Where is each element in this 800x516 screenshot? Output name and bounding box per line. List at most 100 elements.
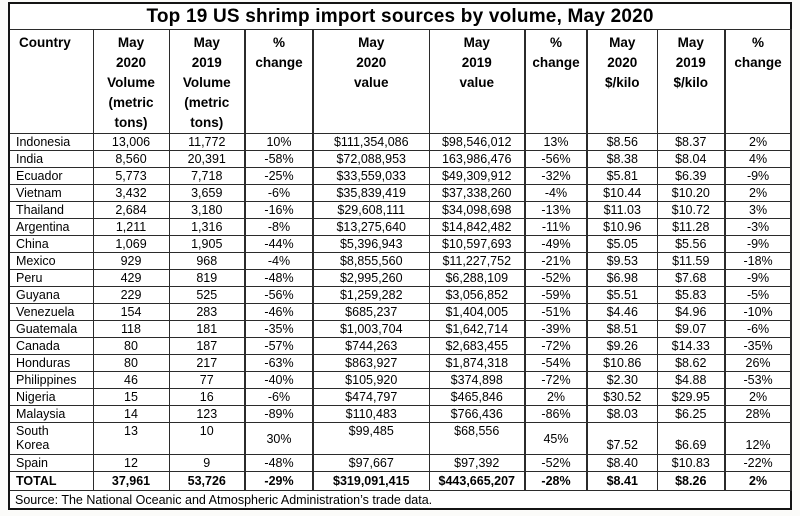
data-cell: 1,069 [92, 235, 170, 253]
data-cell: 13 [92, 422, 170, 455]
table-row: Philippines 46 77 -40% $105,920 $374,898 -72% $… [8, 371, 793, 389]
data-cell: 187 [168, 337, 246, 355]
data-cell: 283 [168, 303, 246, 321]
data-cell: $8.04 [656, 150, 726, 168]
column-header: % change [244, 29, 314, 134]
data-cell: -5% [723, 286, 793, 304]
data-cell: 229 [92, 286, 170, 304]
data-cell: 8,560 [92, 150, 170, 168]
data-cell: $8.26 [656, 471, 726, 491]
data-cell: $97,667 [312, 454, 430, 472]
country-cell: Thailand [8, 201, 94, 219]
data-cell: -29% [244, 471, 314, 491]
data-cell: $10,597,693 [428, 235, 526, 253]
data-cell: -52% [524, 454, 588, 472]
data-cell: 3,432 [92, 184, 170, 202]
column-header: Country [8, 29, 94, 134]
data-cell: 45% [524, 422, 588, 455]
data-cell: 10 [168, 422, 246, 455]
data-cell: $4.96 [656, 303, 726, 321]
data-cell: -11% [524, 218, 588, 236]
data-cell: -25% [244, 167, 314, 185]
data-cell: $3,056,852 [428, 286, 526, 304]
data-cell: $465,846 [428, 388, 526, 406]
data-cell: 80 [92, 354, 170, 372]
data-cell: -32% [524, 167, 588, 185]
data-cell: -9% [723, 269, 793, 287]
table-row: Spain 12 9 -48% $97,667 $97,392 -52% $8.40 $10.8… [8, 454, 793, 472]
data-cell: -59% [524, 286, 588, 304]
data-cell: -44% [244, 235, 314, 253]
data-cell: 80 [92, 337, 170, 355]
data-cell: -13% [524, 201, 588, 219]
data-cell: $11.59 [656, 252, 726, 270]
data-cell: $374,898 [428, 371, 526, 389]
data-cell: -9% [723, 167, 793, 185]
data-cell: 10% [244, 133, 314, 151]
data-cell: -48% [244, 454, 314, 472]
data-cell: $10.86 [586, 354, 658, 372]
data-cell: $5.81 [586, 167, 658, 185]
data-cell: -56% [244, 286, 314, 304]
data-cell: -89% [244, 405, 314, 423]
data-cell: $744,263 [312, 337, 430, 355]
table-row: China 1,069 1,905 -44% $5,396,943 $10,597,693… [8, 235, 793, 253]
total-row: TOTAL 37,961 53,726 -29% $319,091,415 $443,66… [8, 471, 793, 491]
data-cell: -46% [244, 303, 314, 321]
data-cell: $1,259,282 [312, 286, 430, 304]
data-cell: -56% [524, 150, 588, 168]
country-cell: Nigeria [8, 388, 94, 406]
data-cell: 77 [168, 371, 246, 389]
data-cell: -35% [244, 320, 314, 338]
data-cell: $4.88 [656, 371, 726, 389]
table-row: Canada 80 187 -57% $744,263 $2,683,455 -72% $9.… [8, 337, 793, 355]
data-cell: $2.30 [586, 371, 658, 389]
table-body: Indonesia 13,006 11,772 10% $111,354,086 $98,… [8, 133, 793, 491]
data-cell: 181 [168, 320, 246, 338]
data-cell: $33,559,033 [312, 167, 430, 185]
table-row: Guatemala 118 181 -35% $1,003,704 $1,642,714-… [8, 320, 793, 338]
data-cell: 2% [524, 388, 588, 406]
data-cell: -6% [244, 388, 314, 406]
data-cell: $4.46 [586, 303, 658, 321]
data-cell: 46 [92, 371, 170, 389]
data-cell: $2,683,455 [428, 337, 526, 355]
data-cell: $2,995,260 [312, 269, 430, 287]
data-cell: $49,309,912 [428, 167, 526, 185]
data-cell: 123 [168, 405, 246, 423]
data-cell: $8.38 [586, 150, 658, 168]
data-cell: $1,404,005 [428, 303, 526, 321]
column-header: % change [524, 29, 588, 134]
data-cell: $9.26 [586, 337, 658, 355]
data-cell: $8.37 [656, 133, 726, 151]
data-cell: $1,874,318 [428, 354, 526, 372]
data-cell: $319,091,415 [312, 471, 430, 491]
data-cell: $5.56 [656, 235, 726, 253]
data-cell: 16 [168, 388, 246, 406]
data-cell: $72,088,953 [312, 150, 430, 168]
data-cell: -49% [524, 235, 588, 253]
column-header: May 2019 $/kilo [656, 29, 726, 134]
shrimp-import-table-sheet: Top 19 US shrimp import sources by volum… [8, 2, 793, 510]
data-cell: 525 [168, 286, 246, 304]
data-cell: $10.72 [656, 201, 726, 219]
data-cell: $111,354,086 [312, 133, 430, 151]
data-cell: $5,396,943 [312, 235, 430, 253]
country-cell: Indonesia [8, 133, 94, 151]
data-cell: $6.39 [656, 167, 726, 185]
data-cell: $6.69 [656, 422, 726, 455]
data-cell: -58% [244, 150, 314, 168]
table-row: Guyana 229 525 -56% $1,259,282 $3,056,852 -59%… [8, 286, 793, 304]
data-cell: $8.51 [586, 320, 658, 338]
table-row: Peru 429 819 -48% $2,995,260 $6,288,109 -52% $6… [8, 269, 793, 287]
data-cell: $7.52 [586, 422, 658, 455]
data-cell: $685,237 [312, 303, 430, 321]
data-cell: -53% [723, 371, 793, 389]
table-row: Indonesia 13,006 11,772 10% $111,354,086 $98,… [8, 133, 793, 151]
table-row: Vietnam 3,432 3,659 -6% $35,839,419 $37,338,2… [8, 184, 793, 202]
data-cell: $5.05 [586, 235, 658, 253]
data-cell: -72% [524, 371, 588, 389]
table-row: Mexico 929 968 -4% $8,855,560 $11,227,752 -21%… [8, 252, 793, 270]
source-row: Source: The National Oceanic and Atmosph… [8, 490, 792, 510]
table-row: Venezuela 154 283 -46% $685,237 $1,404,005 -51… [8, 303, 793, 321]
